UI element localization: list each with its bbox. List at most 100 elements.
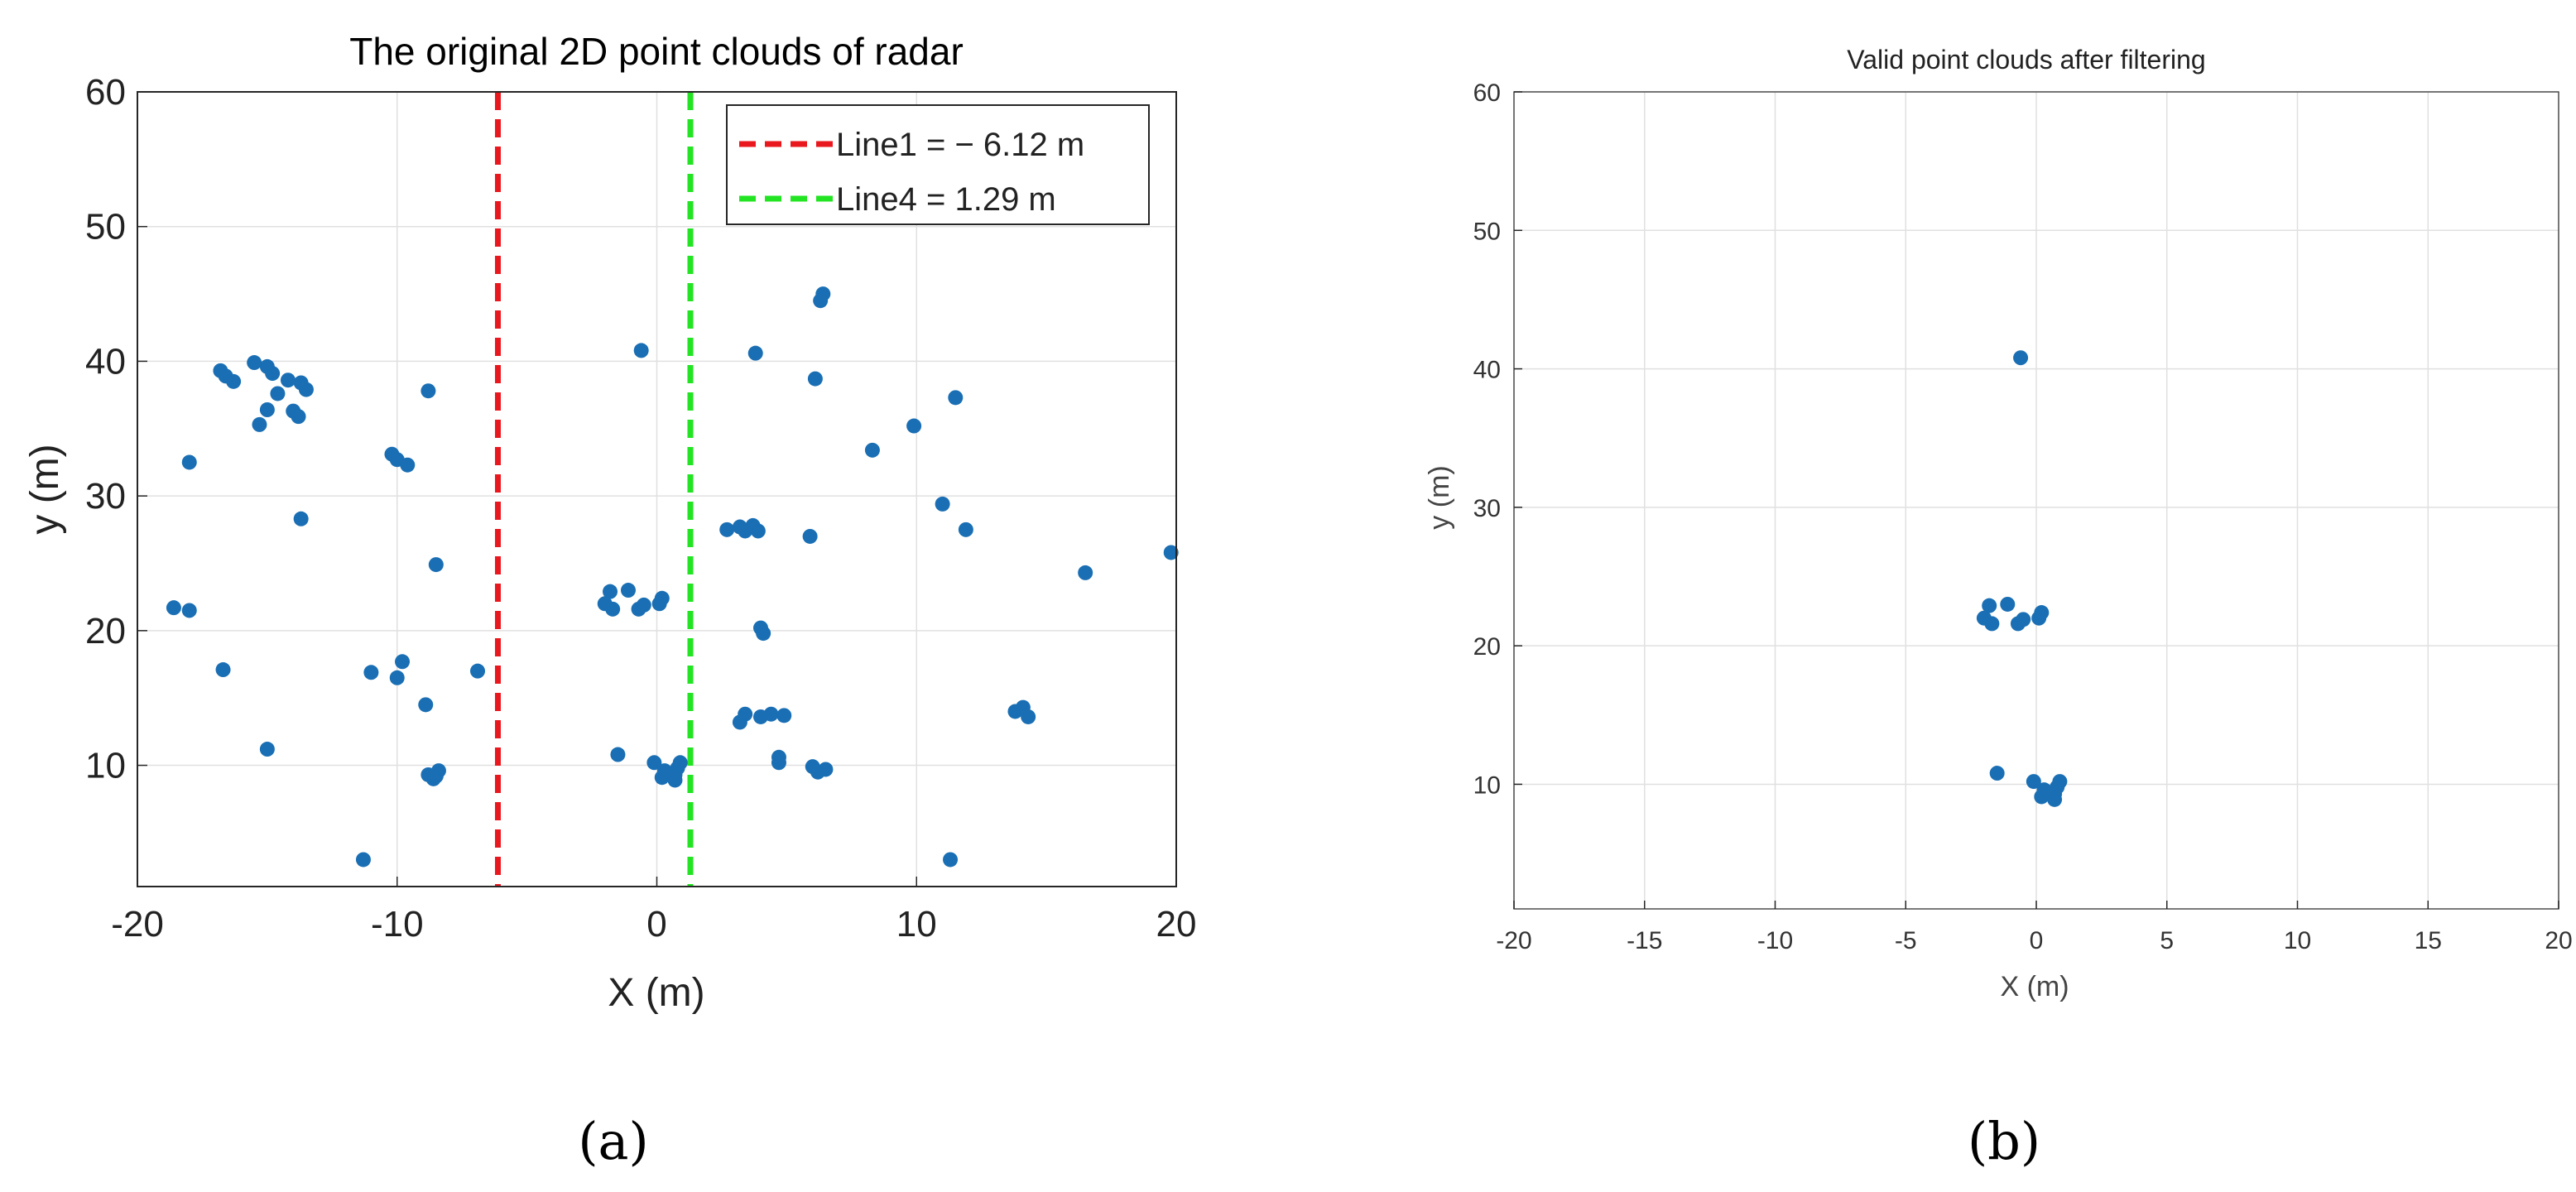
scatter-point bbox=[363, 665, 379, 680]
scatter-point bbox=[738, 706, 753, 722]
y-tick-label: 10 bbox=[1473, 771, 1501, 799]
scatter-point bbox=[395, 654, 411, 670]
y-tick-label: 30 bbox=[1473, 495, 1501, 522]
y-tick-label: 40 bbox=[85, 341, 126, 382]
y-tick-label: 60 bbox=[85, 72, 126, 113]
scatter-point bbox=[943, 852, 959, 868]
scatter-point bbox=[1078, 565, 1093, 580]
chart-a-y-label: y (m) bbox=[23, 444, 67, 534]
x-tick-label: 15 bbox=[2415, 927, 2442, 954]
scatter-point bbox=[776, 708, 792, 723]
chart-b-x-label: X (m) bbox=[2000, 971, 2069, 1002]
x-tick-label: -20 bbox=[111, 904, 164, 944]
scatter-point bbox=[667, 772, 683, 788]
y-tick-label: 50 bbox=[1473, 218, 1501, 245]
scatter-point bbox=[1984, 616, 2000, 632]
scatter-point bbox=[605, 601, 621, 617]
scatter-point bbox=[672, 755, 688, 771]
x-tick-label: 20 bbox=[1156, 904, 1197, 944]
chart-b-points bbox=[1976, 350, 2068, 807]
scatter-point bbox=[259, 742, 275, 757]
scatter-point bbox=[428, 557, 444, 573]
chart-b-y-label: y (m) bbox=[1424, 465, 1455, 529]
chart-b-y-ticks: 10 20 30 40 50 60 bbox=[1473, 79, 1522, 799]
scatter-point bbox=[1021, 709, 1036, 724]
scatter-point bbox=[646, 755, 662, 771]
y-tick-label: 50 bbox=[85, 207, 126, 248]
y-tick-label: 60 bbox=[1473, 79, 1501, 107]
scatter-point bbox=[215, 662, 231, 678]
scatter-point bbox=[252, 416, 267, 432]
chart-b: -20 -15 -10 -5 0 5 10 15 20 10 20 30 40 50 60 Valid p… bbox=[1424, 45, 2573, 1171]
chart-a-points bbox=[166, 286, 1179, 868]
chart-b-title: Valid point clouds after filtering bbox=[1847, 45, 2205, 74]
scatter-point bbox=[298, 382, 314, 397]
scatter-point bbox=[636, 597, 651, 613]
scatter-point bbox=[2026, 774, 2041, 790]
scatter-point bbox=[958, 522, 973, 537]
x-tick-label: 10 bbox=[896, 904, 937, 944]
scatter-point bbox=[719, 522, 735, 537]
chart-a-title: The original 2D point clouds of radar bbox=[349, 30, 964, 73]
y-tick-label: 30 bbox=[85, 476, 126, 517]
y-tick-label: 20 bbox=[85, 611, 126, 651]
scatter-point bbox=[270, 386, 286, 401]
scatter-point bbox=[355, 852, 371, 868]
scatter-point bbox=[291, 409, 306, 425]
scatter-point bbox=[807, 371, 823, 387]
scatter-point bbox=[864, 442, 880, 458]
scatter-point bbox=[1982, 598, 1997, 613]
scatter-point bbox=[818, 762, 834, 777]
chart-a-y-ticks: 10 20 30 40 50 60 bbox=[85, 72, 147, 786]
scatter-point bbox=[400, 457, 416, 473]
scatter-point bbox=[389, 670, 405, 685]
scatter-point bbox=[906, 418, 922, 434]
panel-label-b: (b) bbox=[1968, 1111, 2040, 1171]
scatter-point bbox=[2016, 612, 2031, 627]
x-tick-label: -20 bbox=[1496, 927, 1531, 954]
scatter-point bbox=[750, 523, 766, 539]
scatter-point bbox=[181, 603, 197, 618]
x-tick-label: 0 bbox=[2030, 927, 2044, 954]
scatter-point bbox=[935, 496, 950, 512]
scatter-point bbox=[280, 372, 296, 388]
panel-label-a: (a) bbox=[578, 1111, 648, 1171]
scatter-point bbox=[948, 390, 964, 406]
y-tick-label: 40 bbox=[1473, 357, 1501, 384]
scatter-point bbox=[259, 402, 275, 417]
scatter-point bbox=[421, 383, 436, 399]
scatter-point bbox=[763, 706, 779, 722]
scatter-point bbox=[2052, 774, 2068, 790]
scatter-point bbox=[610, 747, 626, 762]
scatter-point bbox=[756, 626, 771, 642]
chart-a: -20 -10 0 10 20 10 20 30 40 50 60 The original 2D… bbox=[23, 30, 1196, 1171]
scatter-point bbox=[815, 286, 831, 302]
scatter-point bbox=[166, 600, 181, 616]
x-tick-label: 0 bbox=[646, 904, 666, 944]
scatter-point bbox=[747, 345, 763, 361]
scatter-point bbox=[247, 355, 262, 371]
scatter-point bbox=[620, 583, 636, 598]
scatter-point bbox=[603, 584, 618, 599]
chart-b-x-ticks: -20 -15 -10 -5 0 5 10 15 20 bbox=[1496, 901, 2573, 954]
chart-a-legend: Line1 = − 6.12 m Line4 = 1.29 m bbox=[726, 104, 1150, 225]
scatter-point bbox=[226, 373, 242, 389]
legend-line1-label: Line1 = − 6.12 m bbox=[836, 127, 1084, 163]
scatter-point bbox=[771, 755, 786, 771]
scatter-point bbox=[2034, 605, 2050, 621]
x-tick-label: -10 bbox=[1757, 927, 1793, 954]
chart-a-legend-box bbox=[726, 104, 1150, 225]
scatter-point bbox=[428, 768, 444, 784]
legend-line4-label: Line4 = 1.29 m bbox=[836, 181, 1056, 218]
scatter-point bbox=[1163, 545, 1179, 560]
x-tick-label: 10 bbox=[2284, 927, 2311, 954]
scatter-point bbox=[181, 454, 197, 470]
x-tick-label: 20 bbox=[2545, 927, 2572, 954]
scatter-point bbox=[470, 663, 486, 679]
scatter-point bbox=[2013, 350, 2029, 366]
scatter-point bbox=[633, 343, 649, 358]
scatter-point bbox=[654, 590, 670, 606]
scatter-point bbox=[293, 511, 309, 526]
chart-a-x-ticks: -20 -10 0 10 20 bbox=[111, 877, 1196, 944]
